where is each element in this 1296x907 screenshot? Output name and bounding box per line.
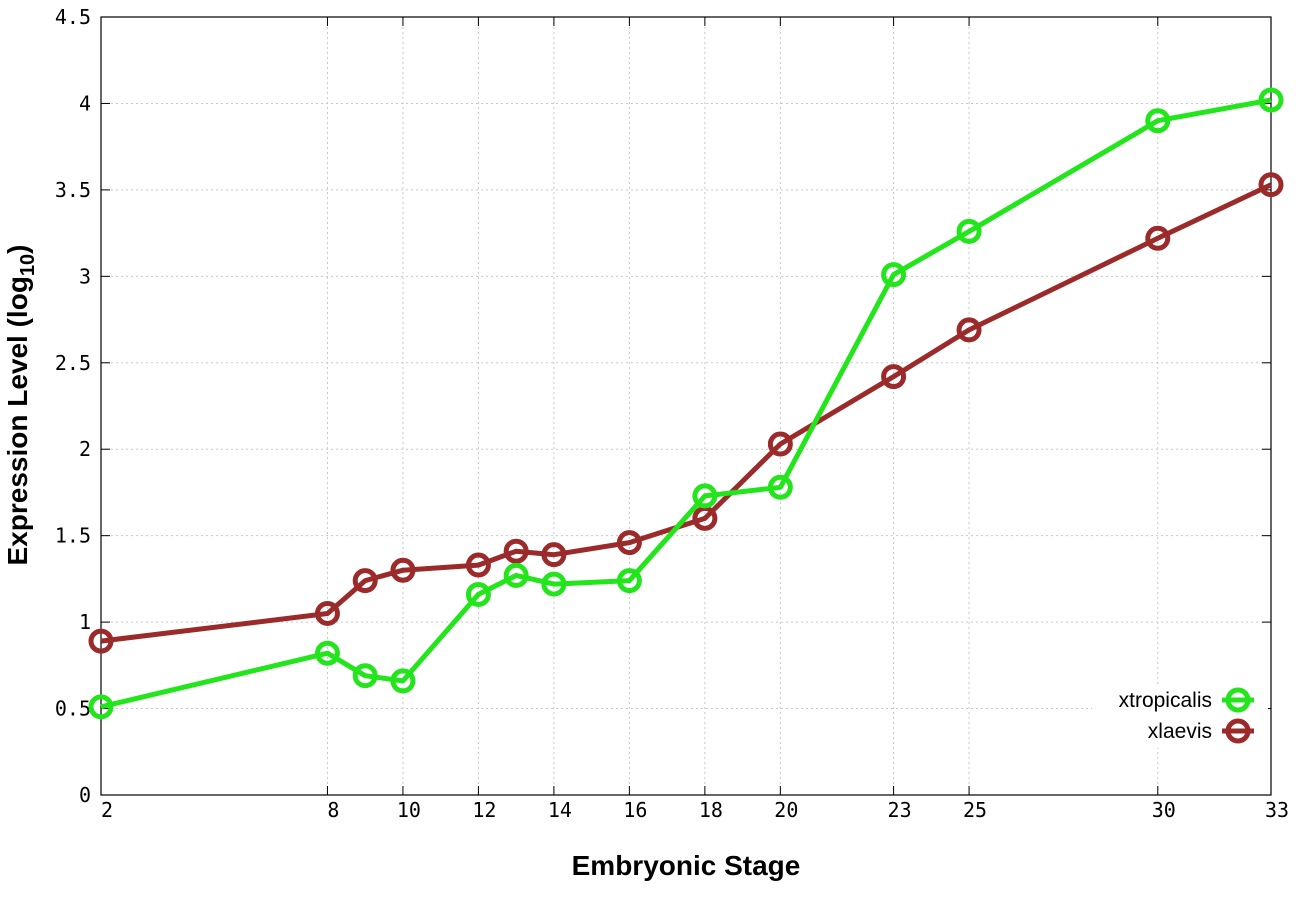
data-point-xlaevis (465, 552, 491, 578)
data-point-xtropicalis (956, 218, 982, 244)
series-lines (88, 87, 1284, 720)
x-tick-label: 33 (1265, 798, 1289, 822)
y-axis-title-close: ) (2, 245, 33, 254)
data-point-xtropicalis (314, 640, 340, 666)
data-point-xlaevis (616, 530, 642, 556)
legend-background (1092, 684, 1268, 748)
x-tick-label: 12 (472, 798, 496, 822)
data-point-xlaevis (767, 431, 793, 457)
x-tick-label: 2 (101, 798, 113, 822)
y-axis-title-main: Expression Level (log (2, 276, 33, 565)
data-point-xlaevis (1145, 225, 1171, 251)
data-point-xlaevis (88, 628, 114, 654)
x-tick-label: 14 (548, 798, 572, 822)
data-point-xlaevis (314, 600, 340, 626)
data-point-xlaevis (881, 364, 907, 390)
legend-marker-xlaevis (1225, 718, 1251, 744)
data-point-xtropicalis (767, 474, 793, 500)
data-point-xtropicalis (465, 581, 491, 607)
y-axis-title: Expression Level (log10) (2, 245, 39, 566)
axis-ticks: 0 0.5 1 1.5 2 2.5 3 3.5 4 4.5 2 8 10 12 14 16 18 20 23 25 30… (55, 5, 1289, 822)
data-point-xtropicalis (88, 694, 114, 720)
data-point-xlaevis (503, 538, 529, 564)
x-tick-label: 23 (888, 798, 912, 822)
y-tick-label: 0.5 (55, 697, 91, 721)
x-tick-label: 16 (623, 798, 647, 822)
x-tick-label: 8 (327, 798, 339, 822)
data-point-xtropicalis (881, 262, 907, 288)
y-tick-label: 1.5 (55, 524, 91, 548)
y-tick-label: 0 (79, 783, 91, 807)
data-point-xlaevis (1258, 172, 1284, 198)
legend-label-xtropicalis: xtropicalis (1119, 689, 1212, 712)
data-point-xlaevis (956, 317, 982, 343)
x-tick-label: 18 (699, 798, 723, 822)
y-tick-label: 2.5 (55, 351, 91, 375)
data-point-xtropicalis (692, 483, 718, 509)
y-axis-title-subscript: 10 (17, 254, 39, 276)
x-tick-label: 20 (774, 798, 798, 822)
data-point-xlaevis (541, 542, 567, 568)
data-point-xtropicalis (616, 568, 642, 594)
legend: xtropicalis xlaevis (1092, 684, 1268, 748)
x-tick-label: 30 (1152, 798, 1176, 822)
x-tick-label: 10 (397, 798, 421, 822)
y-tick-label: 4 (79, 91, 91, 115)
data-point-xtropicalis (1145, 108, 1171, 134)
data-point-xtropicalis (1258, 87, 1284, 113)
y-tick-label: 3 (79, 264, 91, 288)
y-tick-label: 3.5 (55, 178, 91, 202)
y-tick-label: 4.5 (55, 5, 91, 29)
x-tick-label: 25 (963, 798, 987, 822)
series-line-xtropicalis (100, 97, 1272, 710)
data-point-xlaevis (390, 557, 416, 583)
data-point-xtropicalis (541, 571, 567, 597)
data-point-xtropicalis (352, 663, 378, 689)
legend-label-xlaevis: xlaevis (1148, 720, 1212, 743)
y-tick-label: 1 (79, 610, 91, 634)
series-line-xlaevis (100, 182, 1273, 644)
data-point-xlaevis (352, 568, 378, 594)
data-point-xtropicalis (390, 668, 416, 694)
legend-marker-xtropicalis (1225, 687, 1251, 713)
plot-area-border (100, 16, 1272, 796)
data-point-xtropicalis (503, 562, 529, 588)
x-axis-title: Embryonic Stage (572, 850, 801, 881)
grid-lines (101, 17, 1271, 795)
y-tick-label: 2 (79, 437, 91, 461)
